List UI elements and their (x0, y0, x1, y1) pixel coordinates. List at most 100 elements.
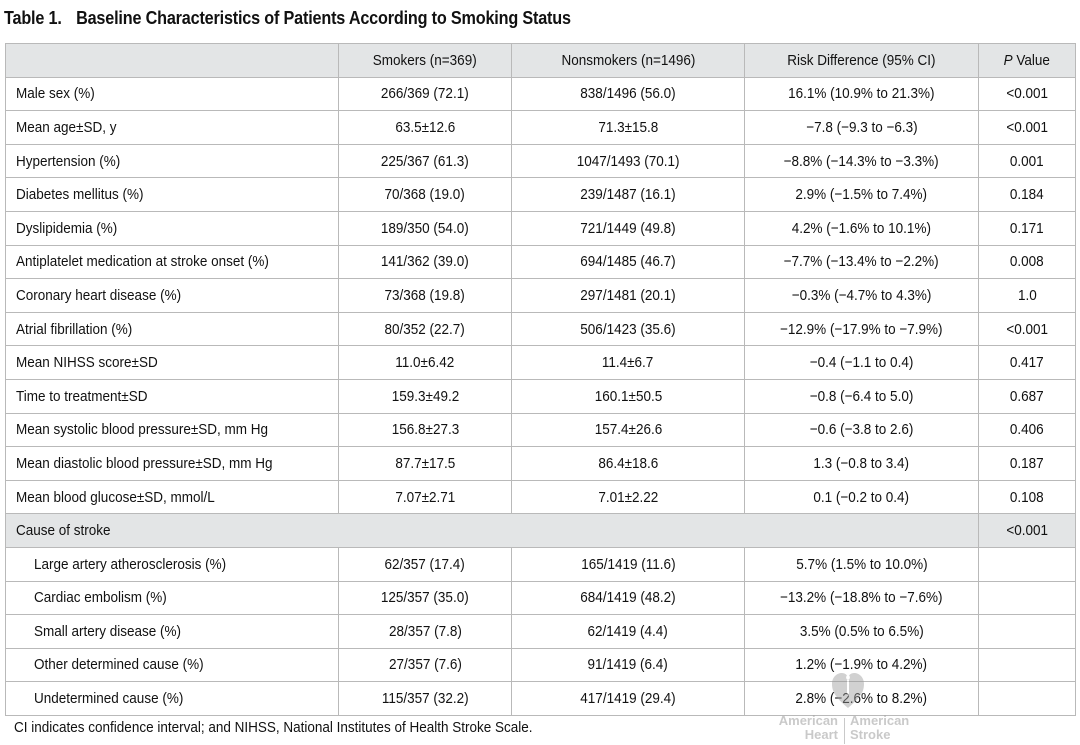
row-label: Small artery disease (%) (5, 614, 339, 649)
row-label: Antiplatelet medication at stroke onset … (5, 244, 339, 280)
cell-smokers: 266/369 (72.1) (338, 76, 512, 112)
watermark-right-line1: American (850, 713, 910, 728)
table-row: Diabetes mellitus (%) 70/368 (19.0) 239/14… (5, 177, 1076, 212)
cell-p-value: 0.417 (978, 345, 1076, 380)
cell-nonsmokers: 684/1419 (48.2) (511, 580, 745, 616)
row-label: Cardiac embolism (%) (5, 580, 339, 616)
cell-nonsmokers: 71.3±15.8 (511, 110, 745, 145)
cell-smokers: 62/357 (17.4) (338, 546, 512, 582)
table-subrow: Other determined cause (%) 27/357 (7.6) 91… (5, 647, 1076, 683)
cell-risk-difference: −0.6 (−3.8 to 2.6) (744, 412, 979, 448)
watermark-left-line1: American (778, 713, 838, 728)
cell-smokers: 125/357 (35.0) (338, 580, 512, 616)
cell-smokers: 80/352 (22.7) (338, 311, 512, 347)
row-label: Atrial fibrillation (%) (5, 311, 339, 347)
section-label: Cause of stroke (5, 513, 979, 548)
cell-nonsmokers: 91/1419 (6.4) (511, 647, 745, 683)
row-label: Coronary heart disease (%) (5, 278, 339, 313)
cell-nonsmokers: 160.1±50.5 (511, 378, 745, 414)
row-label: Hypertension (%) (5, 143, 339, 179)
cell-p-value: 0.001 (978, 143, 1076, 179)
watermark-divider (844, 718, 845, 744)
cell-nonsmokers: 157.4±26.6 (511, 412, 745, 448)
cell-nonsmokers: 1047/1493 (70.1) (511, 143, 745, 179)
table-title: Baseline Characteristics of Patients Acc… (76, 8, 571, 28)
table-row: Male sex (%) 266/369 (72.1) 838/1496 (56.0… (5, 76, 1076, 112)
cell-p-value (978, 546, 1076, 582)
cell-smokers: 27/357 (7.6) (338, 647, 512, 683)
watermark-right-line2: Stroke (850, 727, 891, 742)
cell-p-value: 0.406 (978, 412, 1076, 448)
cell-p-value (978, 681, 1076, 716)
cell-nonsmokers: 239/1487 (16.1) (511, 177, 745, 212)
cell-risk-difference: −0.4 (−1.1 to 0.4) (744, 345, 979, 380)
cell-risk-difference: 1.2% (−1.9% to 4.2%) (744, 647, 979, 683)
cell-smokers: 141/362 (39.0) (338, 244, 512, 280)
table-subrow: Undetermined cause (%) 115/357 (32.2) 417/… (5, 681, 1076, 716)
cell-risk-difference: −0.3% (−4.7% to 4.3%) (744, 278, 979, 313)
cell-p-value: <0.001 (978, 110, 1076, 145)
cell-p-value: <0.001 (978, 311, 1076, 347)
table-footnote: CI indicates confidence interval; and NI… (14, 719, 533, 736)
cell-nonsmokers: 506/1423 (35.6) (511, 311, 745, 347)
cell-smokers: 189/350 (54.0) (338, 210, 512, 246)
table-row: Coronary heart disease (%) 73/368 (19.8) 2… (5, 278, 1076, 313)
cell-smokers: 225/367 (61.3) (338, 143, 512, 179)
cell-p-value (978, 647, 1076, 683)
table-row: Mean blood glucose±SD, mmol/L 7.07±2.71 7.… (5, 479, 1076, 515)
cell-risk-difference: 16.1% (10.9% to 21.3%) (744, 76, 979, 112)
row-label: Other determined cause (%) (5, 647, 339, 683)
cell-nonsmokers: 62/1419 (4.4) (511, 614, 745, 649)
table-row: Antiplatelet medication at stroke onset … (5, 244, 1076, 280)
cell-risk-difference: 0.1 (−0.2 to 0.4) (744, 479, 979, 515)
cell-smokers: 156.8±27.3 (338, 412, 512, 448)
row-label: Mean systolic blood pressure±SD, mm Hg (5, 412, 339, 448)
cell-p-value: 0.187 (978, 446, 1076, 481)
cell-p-value: 0.108 (978, 479, 1076, 515)
cell-p-value (978, 614, 1076, 649)
section-p-value: <0.001 (978, 513, 1076, 548)
table-row: Mean diastolic blood pressure±SD, mm Hg 8… (5, 446, 1076, 481)
table-row: Dyslipidemia (%) 189/350 (54.0) 721/1449 (… (5, 210, 1076, 246)
table-row: Hypertension (%) 225/367 (61.3) 1047/1493 … (5, 143, 1076, 179)
cell-nonsmokers: 165/1419 (11.6) (511, 546, 745, 582)
cell-risk-difference: −12.9% (−17.9% to −7.9%) (744, 311, 979, 347)
cell-risk-difference: 1.3 (−0.8 to 3.4) (744, 446, 979, 481)
cell-risk-difference: −0.8 (−6.4 to 5.0) (744, 378, 979, 414)
header-risk-difference: Risk Difference (95% CI) (744, 43, 979, 78)
cell-risk-difference: −8.8% (−14.3% to −3.3%) (744, 143, 979, 179)
cell-risk-difference: 3.5% (0.5% to 6.5%) (744, 614, 979, 649)
cell-smokers: 73/368 (19.8) (338, 278, 512, 313)
cell-risk-difference: −7.7% (−13.4% to −2.2%) (744, 244, 979, 280)
cell-smokers: 159.3±49.2 (338, 378, 512, 414)
header-p-value: P Value (978, 43, 1076, 78)
watermark-left-line2: Heart (804, 727, 838, 742)
cell-p-value: 0.171 (978, 210, 1076, 246)
cell-nonsmokers: 838/1496 (56.0) (511, 76, 745, 112)
cell-smokers: 87.7±17.5 (338, 446, 512, 481)
cell-p-value: 0.008 (978, 244, 1076, 280)
row-label: Mean age±SD, y (5, 110, 339, 145)
table-subrow: Small artery disease (%) 28/357 (7.8) 62/1… (5, 614, 1076, 649)
table-body: Male sex (%) 266/369 (72.1) 838/1496 (56.0… (5, 76, 1076, 716)
table-row: Atrial fibrillation (%) 80/352 (22.7) 506/… (5, 311, 1076, 347)
row-label: Time to treatment±SD (5, 378, 339, 414)
aha-asa-watermark: American Heart American Stroke (768, 670, 928, 745)
cell-p-value: <0.001 (978, 76, 1076, 112)
cell-risk-difference: −13.2% (−18.8% to −7.6%) (744, 580, 979, 616)
row-label: Mean blood glucose±SD, mmol/L (5, 479, 339, 515)
table-row: Mean age±SD, y 63.5±12.6 71.3±15.8 −7.8 (−9… (5, 110, 1076, 145)
row-label: Large artery atherosclerosis (%) (5, 546, 339, 582)
cell-smokers: 11.0±6.42 (338, 345, 512, 380)
cell-risk-difference: 4.2% (−1.6% to 10.1%) (744, 210, 979, 246)
row-label: Dyslipidemia (%) (5, 210, 339, 246)
row-label: Diabetes mellitus (%) (5, 177, 339, 212)
baseline-characteristics-table: Smokers (n=369) Nonsmokers (n=1496) Risk… (5, 43, 1076, 716)
table-caption: Table 1. Baseline Characteristics of Pati… (4, 8, 571, 29)
cell-risk-difference: 5.7% (1.5% to 10.0%) (744, 546, 979, 582)
header-nonsmokers: Nonsmokers (n=1496) (511, 43, 745, 78)
row-label: Mean diastolic blood pressure±SD, mm Hg (5, 446, 339, 481)
cell-smokers: 70/368 (19.0) (338, 177, 512, 212)
cell-smokers: 28/357 (7.8) (338, 614, 512, 649)
row-label: Male sex (%) (5, 76, 339, 112)
